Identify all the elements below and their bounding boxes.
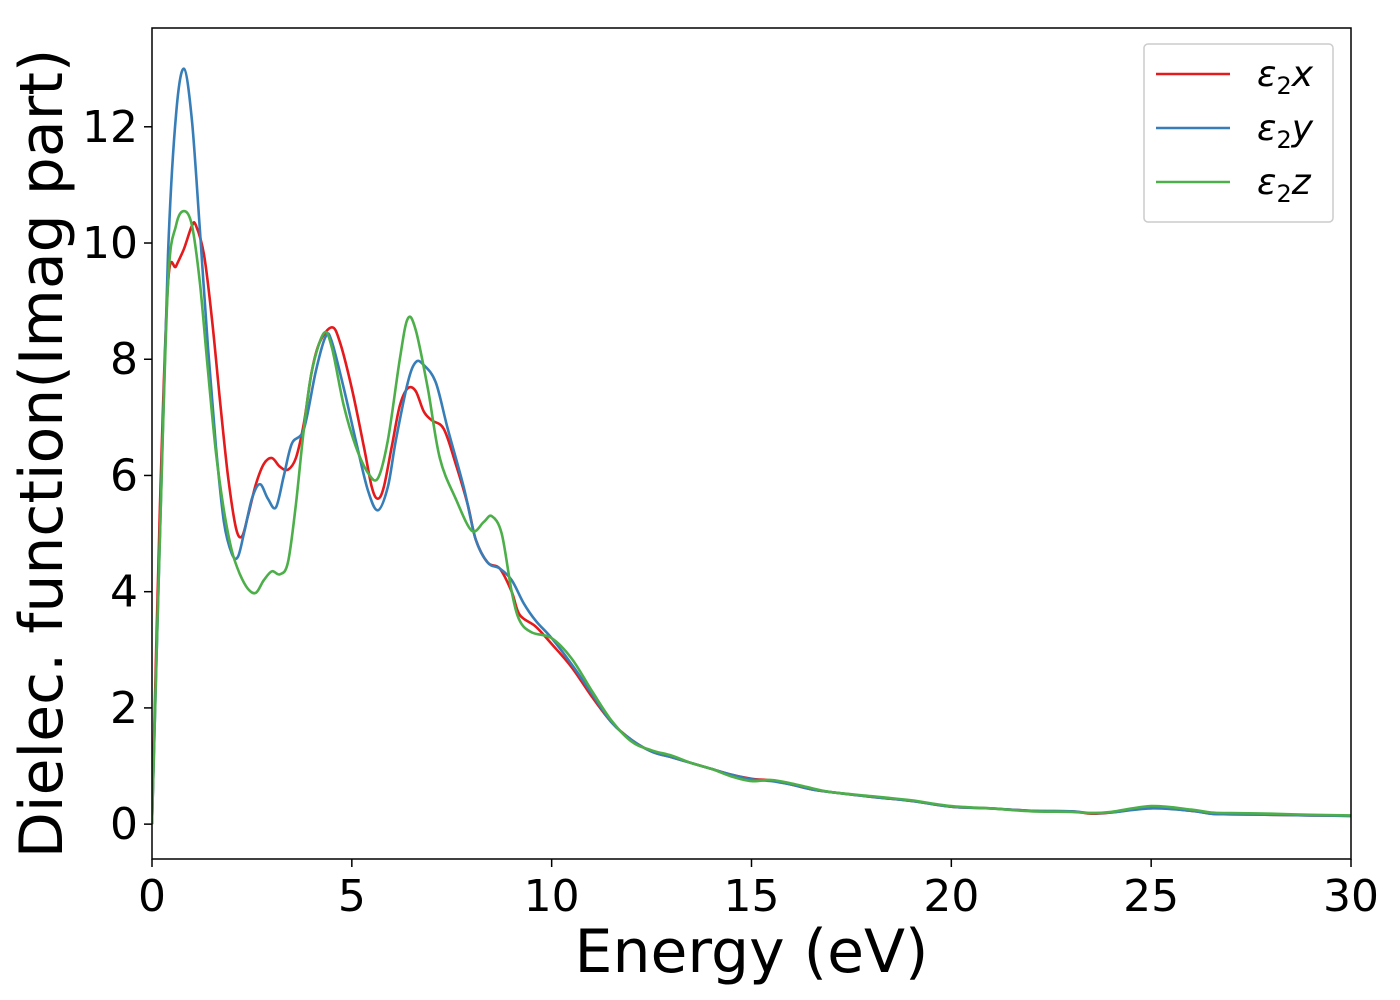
x-tick-label: 25 — [1123, 871, 1179, 922]
y-tick-label: 10 — [82, 218, 138, 269]
legend-label-z: ε2z — [1257, 162, 1312, 208]
series-lines — [152, 67, 1351, 825]
x-axis-title: Energy (eV) — [575, 917, 929, 987]
legend: ε2x ε2y ε2z — [1143, 43, 1334, 223]
x-tick-label: 30 — [1323, 871, 1379, 922]
x-tick-label: 15 — [724, 871, 780, 922]
y-axis-title: Dielec. function(Imag part) — [7, 49, 77, 859]
y-tick-label: 12 — [82, 102, 138, 153]
y-tick-label: 6 — [110, 450, 138, 501]
x-tick-label: 0 — [138, 871, 166, 922]
y-tick-label: 2 — [110, 683, 138, 734]
x-tick-label: 20 — [923, 871, 979, 922]
y-tick-label: 0 — [110, 799, 138, 850]
x-tick-label: 5 — [338, 871, 366, 922]
series-line-x — [152, 220, 1351, 825]
legend-label-x: ε2x — [1257, 54, 1314, 100]
legend-label-y: ε2y — [1257, 108, 1314, 154]
legend-box — [1143, 43, 1334, 223]
y-tick-label: 8 — [110, 334, 138, 385]
x-tick-label: 10 — [524, 871, 580, 922]
y-tick-label: 4 — [110, 567, 138, 618]
axis-ticks: 0 5 10 15 20 25 30 0 2 4 6 8 10 12 — [82, 102, 1379, 922]
series-line-z — [152, 209, 1351, 825]
